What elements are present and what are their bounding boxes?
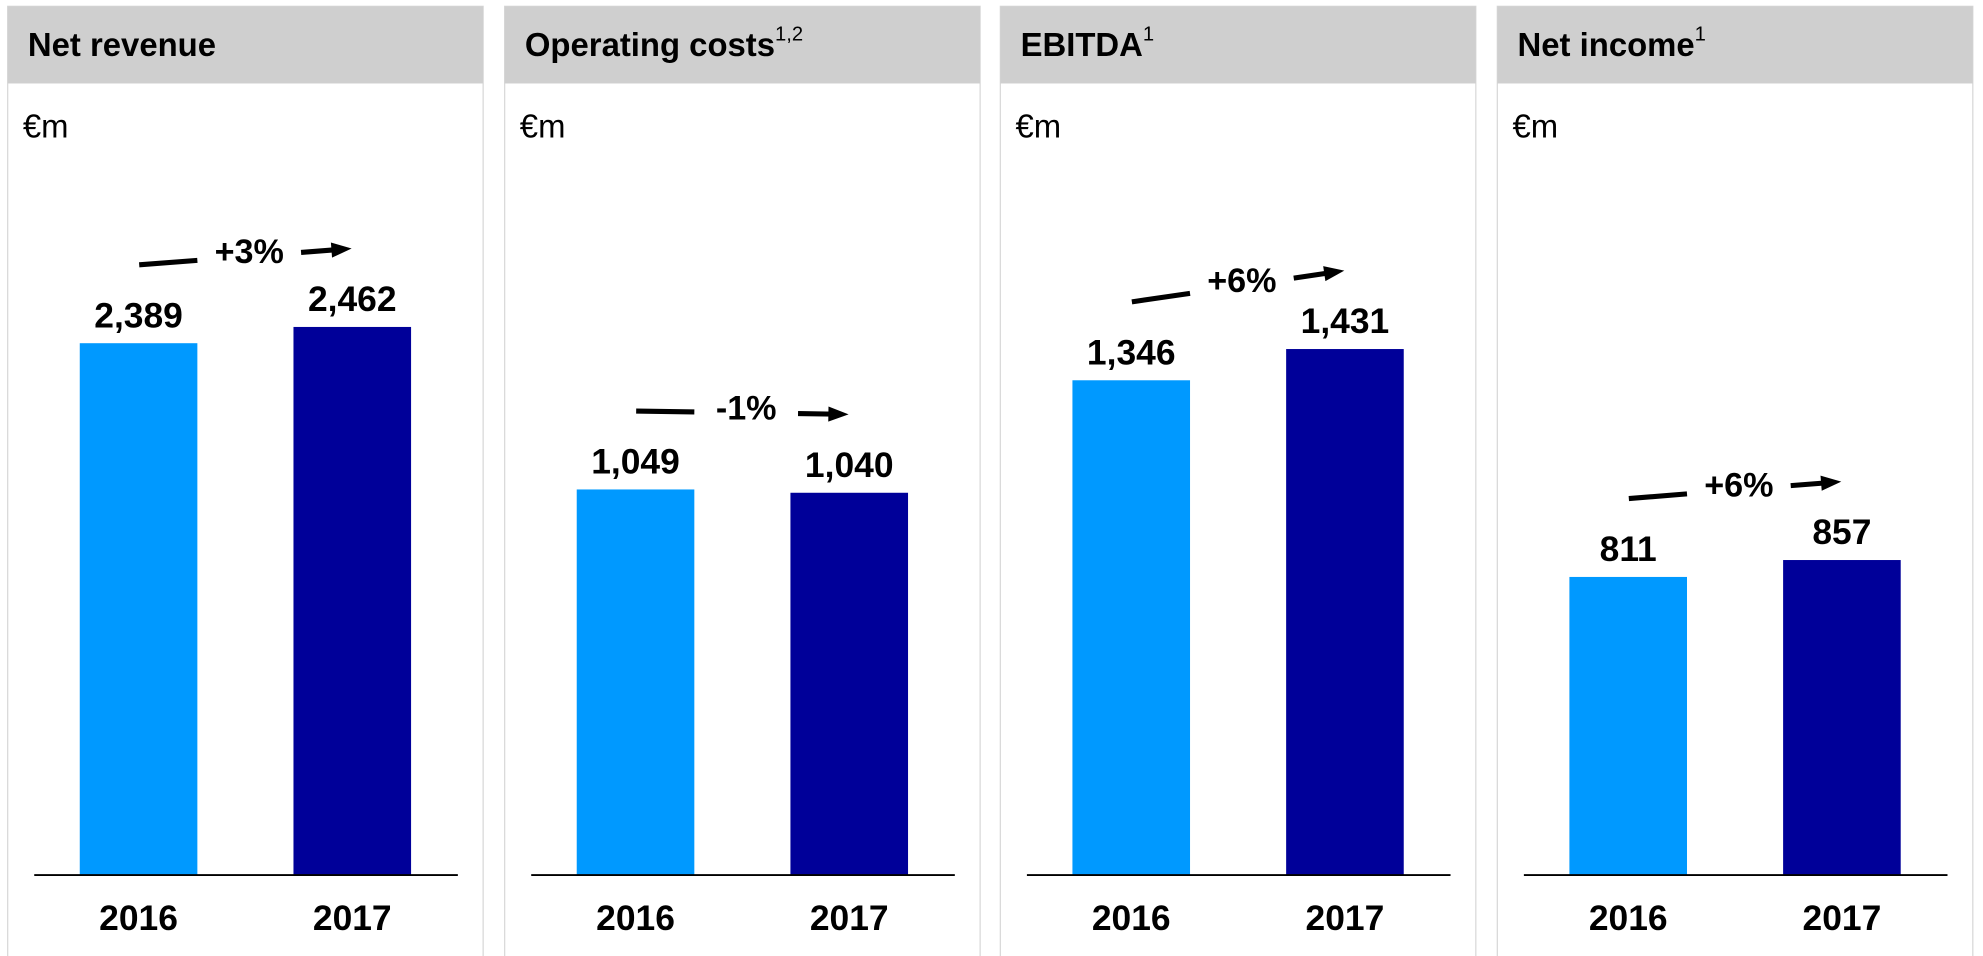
- title-note: 1: [1143, 24, 1154, 46]
- arrow-head: [1323, 266, 1345, 282]
- panel-title: Net revenue: [28, 25, 216, 62]
- panel-header: [1000, 6, 1476, 84]
- bar: [1569, 576, 1688, 876]
- arrow-line: [1131, 290, 1191, 305]
- x-tick-label: 2016: [1092, 898, 1171, 938]
- panel-title: EBITDA1: [1021, 24, 1155, 63]
- x-tick-label: 2016: [99, 898, 178, 938]
- arrow-line: [1293, 270, 1330, 281]
- x-tick-label: 2017: [1803, 898, 1882, 938]
- value-label: 2,389: [94, 295, 183, 335]
- title-text: Operating costs: [525, 25, 775, 62]
- bar: [1783, 560, 1901, 876]
- x-tick-label: 2017: [1306, 898, 1385, 938]
- change-label: +6%: [1207, 262, 1276, 300]
- arrow-line: [139, 257, 198, 268]
- unit-label: €m: [520, 108, 566, 145]
- title-text: Net revenue: [28, 25, 216, 62]
- bar: [1072, 380, 1191, 876]
- panel: [7, 5, 484, 956]
- bar: [790, 492, 909, 876]
- bar: [79, 343, 198, 876]
- x-tick-label: 2016: [596, 898, 675, 938]
- title-note: 1: [1695, 24, 1706, 46]
- arrow-head: [828, 406, 849, 422]
- value-label: 1,049: [591, 442, 680, 482]
- bar: [1286, 349, 1404, 876]
- panel: [999, 5, 1477, 956]
- change-label: +6%: [1704, 466, 1773, 504]
- bar: [576, 489, 695, 876]
- title-note: 1,2: [775, 24, 803, 46]
- unit-label: €m: [1016, 108, 1062, 145]
- title-text: EBITDA: [1021, 25, 1143, 62]
- x-tick-label: 2016: [1589, 898, 1668, 938]
- bar: [293, 326, 412, 876]
- value-label: 1,040: [805, 445, 894, 485]
- panel-header: [1497, 6, 1973, 84]
- panel-title: Net income1: [1518, 24, 1706, 63]
- panel-header: [7, 6, 484, 84]
- value-label: 2,462: [308, 279, 397, 319]
- value-label: 1,431: [1301, 301, 1390, 341]
- arrow-line: [636, 408, 695, 415]
- arrow-line: [1790, 480, 1827, 489]
- title-text: Net income: [1518, 25, 1695, 62]
- arrow-line: [1628, 491, 1688, 502]
- x-tick-label: 2017: [810, 898, 889, 938]
- panel-header: [504, 6, 981, 84]
- arrow-line: [797, 411, 834, 417]
- value-label: 857: [1812, 512, 1871, 552]
- panel-title: Operating costs1,2: [525, 24, 803, 63]
- value-label: 1,346: [1087, 332, 1176, 372]
- value-label: 811: [1600, 529, 1657, 569]
- arrow-line: [300, 247, 337, 255]
- unit-label: €m: [1512, 108, 1558, 145]
- unit-label: €m: [23, 108, 69, 145]
- arrow-head: [330, 242, 352, 258]
- x-tick-label: 2017: [313, 898, 392, 938]
- change-label: -1%: [716, 389, 777, 427]
- panel: [504, 5, 981, 956]
- change-label: +3%: [215, 233, 284, 271]
- arrow-head: [1820, 475, 1842, 491]
